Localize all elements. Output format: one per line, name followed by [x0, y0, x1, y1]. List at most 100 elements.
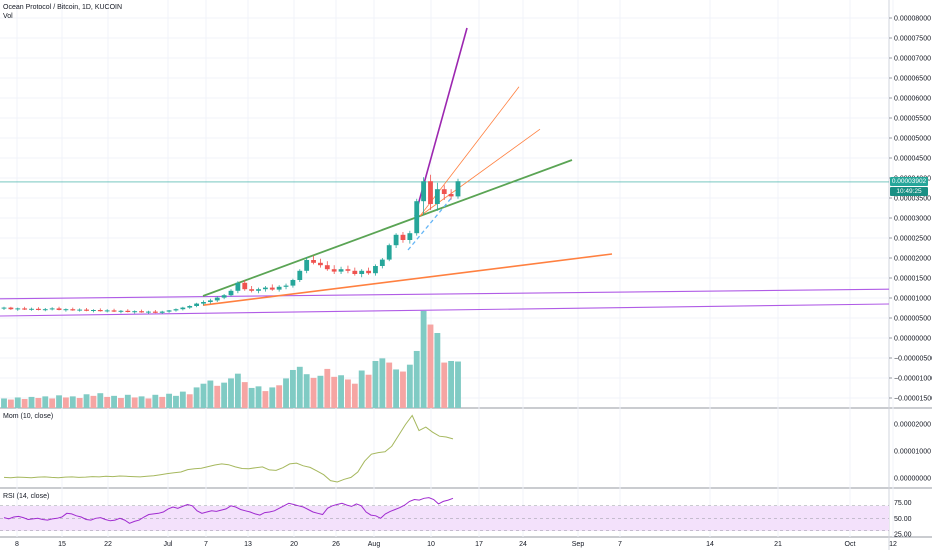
volume-bar [104, 396, 111, 408]
volume-bar [413, 350, 420, 408]
candle-body [77, 309, 83, 311]
y-tick-label: 0.00007500 [894, 36, 931, 43]
volume-bar [234, 373, 241, 408]
candle-body [159, 311, 165, 313]
volume-bar [358, 370, 365, 408]
y-tick-label: 0.00001500 [894, 276, 931, 283]
candle-body [8, 307, 14, 310]
volume-bar [138, 396, 145, 408]
price-axis[interactable]: 0.00008000 0.00007500 0.00007000 0.00006500… [889, 16, 932, 539]
candle-body [118, 310, 124, 312]
rsi-label: RSI (14, close) [3, 493, 50, 500]
volume-bar [14, 397, 21, 408]
volume-bar [400, 371, 406, 408]
volume-bar [345, 379, 351, 408]
fan-line [419, 86, 520, 217]
candle-body [22, 308, 28, 310]
y-tick-label: 0.00004500 [894, 156, 931, 163]
price-pane[interactable] [0, 27, 890, 408]
x-tick-label: 26 [332, 541, 340, 548]
candle-body [352, 270, 358, 274]
volume-bar [1, 398, 7, 408]
x-tick-label: Jul [164, 541, 173, 548]
volume-bar [159, 396, 166, 408]
x-tick-label: Aug [368, 541, 381, 548]
candle-body [91, 310, 96, 311]
volume-label: Vol [3, 13, 13, 20]
candle-body [125, 310, 131, 312]
volume-bar [276, 385, 283, 408]
candle-body [228, 290, 234, 296]
candle-body [84, 309, 89, 311]
candle-body [304, 260, 310, 271]
candle-body [311, 260, 316, 263]
volume-bar [83, 394, 90, 408]
volume-bar [221, 382, 228, 408]
candle-body [331, 269, 337, 272]
chart-title: Ocean Protocol / Bitcoin, 1D, KUCOIN [3, 4, 123, 11]
x-tick-label: 7 [204, 541, 208, 548]
volume-bar [427, 324, 434, 408]
y-tick-label: 0.00006500 [894, 76, 931, 83]
x-tick-label: 8 [15, 541, 19, 548]
volume-bar [248, 387, 255, 408]
rsi-pane[interactable] [0, 497, 889, 532]
candle-body [276, 286, 282, 290]
x-tick-label: 10 [427, 541, 435, 548]
volume-bar [166, 393, 173, 408]
y-tick-label: 0.00007000 [894, 56, 931, 63]
candle-body [132, 311, 138, 313]
mom-tick-label: 0.00002000 [894, 422, 931, 429]
candle-body [194, 303, 200, 306]
candle-body [297, 270, 303, 280]
candle-body [283, 285, 289, 287]
volume-bar [90, 395, 97, 408]
x-tick-label: 21 [774, 541, 782, 548]
volume-bar [131, 397, 138, 408]
orange-trendline [202, 253, 613, 306]
candle-body [407, 233, 413, 240]
candle-body [386, 245, 392, 260]
volume-bar [317, 375, 324, 408]
candle-body [166, 310, 172, 312]
volume-bar [386, 362, 393, 408]
volume-bar [111, 395, 117, 408]
y-tick-label: 0.00005500 [894, 116, 931, 123]
volume-bar [35, 397, 42, 408]
x-tick-label: 22 [104, 541, 112, 548]
y-tick-label: 0.00002500 [894, 236, 931, 243]
candle-body [249, 289, 255, 291]
volume-bar [193, 387, 200, 408]
volume-bar [152, 394, 159, 408]
volume-bar [434, 332, 441, 408]
volume-bar [255, 386, 262, 408]
last-price-badge: 0.00003902 [890, 177, 928, 186]
candle-body [139, 311, 144, 313]
fan-line [419, 128, 541, 217]
volume-bar [28, 396, 35, 408]
momentum-pane[interactable] [3, 414, 454, 483]
candle-body [242, 282, 248, 290]
volume-bar [179, 391, 186, 408]
x-tick-label: 20 [290, 541, 298, 548]
volume-bar [406, 364, 413, 408]
time-axis[interactable]: 8 15 22 Jul 7 13 20 26 Aug 10 17 24 Sep 7 14 21 Oct 12 [15, 541, 897, 548]
candle-body [366, 270, 371, 274]
candle-body [201, 302, 206, 304]
candle-body [379, 259, 385, 266]
volume-bar [310, 377, 317, 408]
candle-body [345, 269, 351, 271]
candle-body [1, 307, 7, 309]
candle-body [441, 189, 447, 194]
x-tick-label: 24 [519, 541, 527, 548]
y-tick-label: 0.00005000 [894, 136, 931, 143]
y-tick-label: −0.00001500 [894, 396, 932, 403]
candle-body [359, 270, 365, 274]
volume-bar [186, 394, 193, 408]
y-tick-label: 0.00003500 [894, 196, 931, 203]
candle-body [146, 311, 151, 313]
volume-bar [379, 358, 386, 408]
x-tick-label: 17 [475, 541, 483, 548]
candle-body [393, 234, 399, 246]
